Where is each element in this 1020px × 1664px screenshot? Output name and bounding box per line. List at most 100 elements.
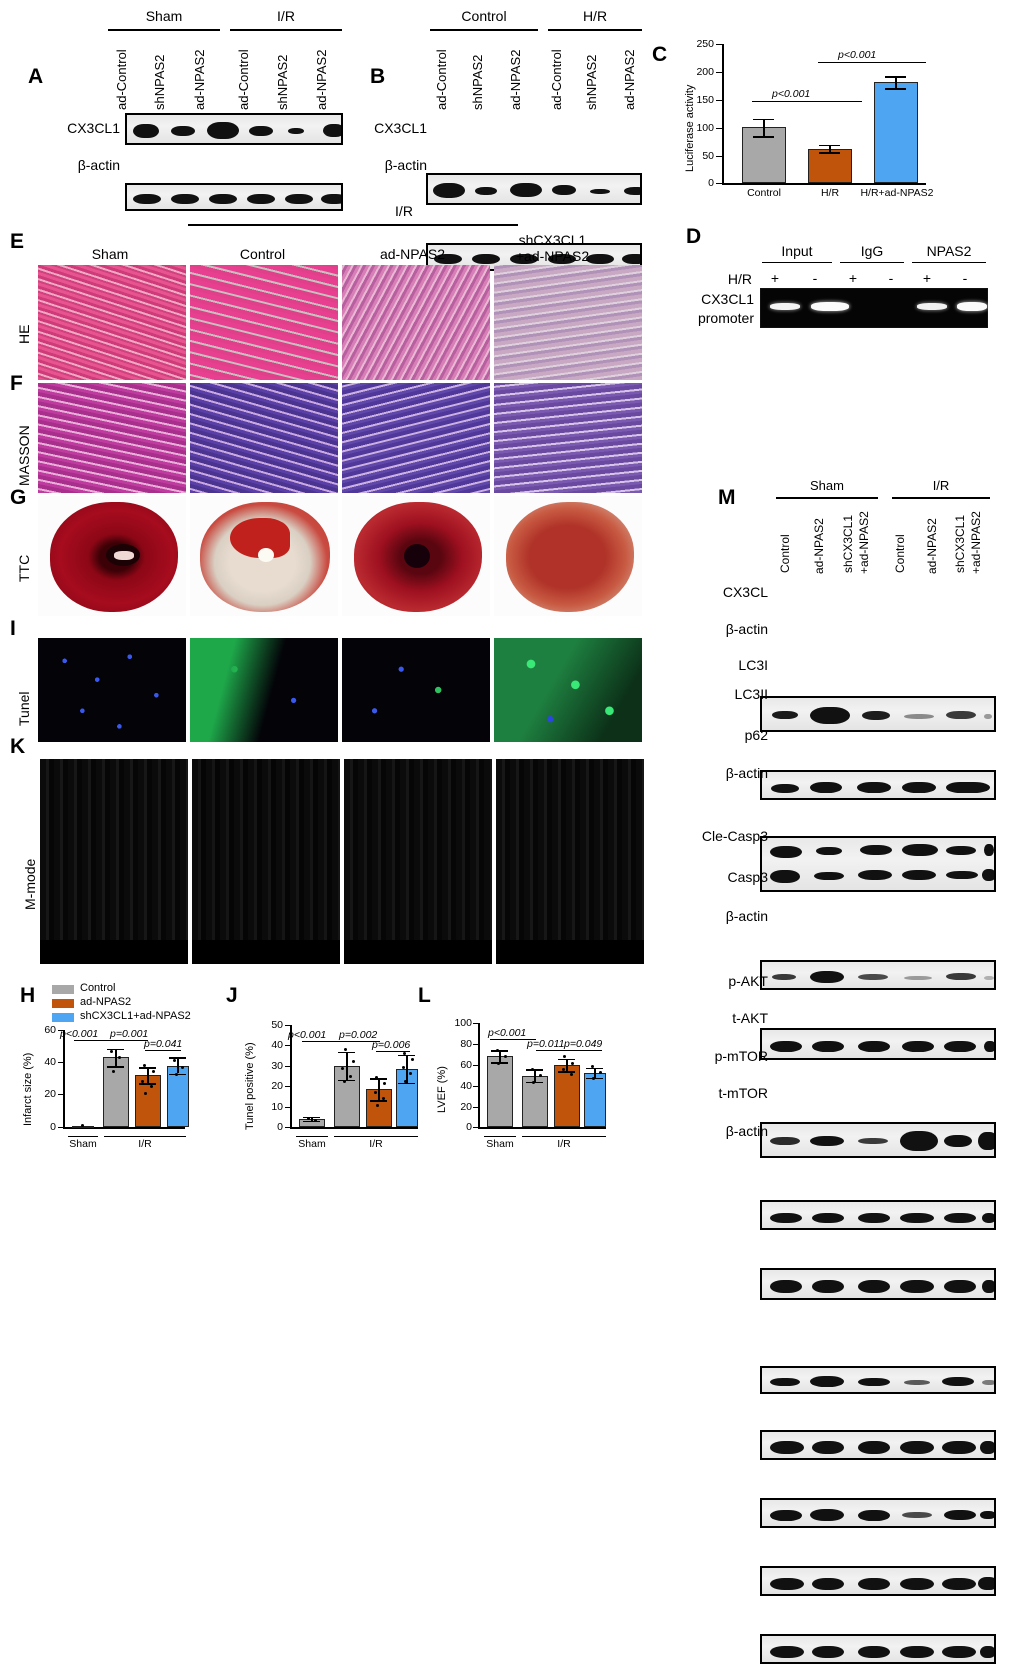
panel-i-image-sham	[38, 638, 186, 742]
panel-h-ylabel: Infarct size (%)	[22, 1052, 34, 1126]
panel-m-lane-6b: +ad-NPAS2	[969, 511, 983, 574]
panel-h-legend-label-shcx3cl1: shCX3CL1+ad-NPAS2	[80, 1010, 191, 1022]
panel-g-image-adnpas2	[342, 496, 490, 616]
panel-d-line-igg	[840, 262, 904, 263]
panel-i-image-shcx3cl1	[494, 638, 642, 742]
panel-b-lane-6: ad-NPAS2	[622, 49, 637, 110]
panel-j-sig-line-3	[376, 1051, 410, 1052]
panel-m-lane-5: ad-NPAS2	[925, 518, 939, 574]
panel-j-x-axis	[290, 1127, 418, 1129]
panel-j-ytick-40: 40	[271, 1039, 283, 1051]
panel-h-sig-line-3	[145, 1050, 181, 1051]
panel-f-image-sham	[38, 383, 186, 493]
panel-a-lane-3: ad-NPAS2	[192, 49, 207, 110]
panel-h-legend-swatch-shcx3cl1	[52, 1013, 74, 1022]
panel-l-ytick-20: 20	[460, 1101, 472, 1113]
panel-d-row-label-hr: H/R	[727, 271, 752, 287]
panel-b-group-label-hr: H/R	[582, 8, 608, 24]
panel-m-row-label-takt: t-AKT	[732, 1010, 768, 1026]
panel-m-row-label-cle-casp3: Cle-Casp3	[701, 828, 768, 844]
panel-letter-g: G	[10, 486, 27, 509]
panel-l-xgroup-ir: I/R	[557, 1138, 571, 1150]
panel-k-image-sham	[40, 759, 188, 964]
panel-l-sig-line-2	[536, 1050, 568, 1051]
panel-h-ytick-0: 0	[50, 1121, 56, 1133]
panel-h-pvalue-3: p=0.041	[144, 1038, 183, 1050]
panel-letter-i: I	[10, 617, 16, 640]
panel-letter-a: A	[28, 65, 44, 88]
panel-g-image-shcx3cl1	[494, 496, 642, 616]
panel-d-group-input: Input	[781, 243, 813, 259]
panel-a-row-label-bactin: β-actin	[77, 157, 120, 173]
panel-letter-b: B	[370, 65, 386, 88]
panel-h-ytick-60: 60	[44, 1024, 56, 1036]
panel-i-image-control	[190, 638, 338, 742]
panel-b-group-line-hr	[548, 29, 642, 31]
panel-b-lane-2: shNPAS2	[470, 54, 485, 110]
panel-d-probe-line2: promoter	[697, 310, 754, 326]
panel-letter-d: D	[686, 225, 702, 248]
panel-g-row-label-ttc: TTC	[16, 554, 32, 582]
panel-h-pvalue-2: p=0.001	[110, 1028, 149, 1040]
panel-m-blot-bactin-1	[760, 770, 996, 800]
panel-d-sign-6: -	[962, 270, 968, 286]
panel-c-ytick-250: 250	[696, 38, 714, 50]
panel-letter-h: H	[20, 984, 36, 1007]
panel-l-pvalue-3: p=0.049	[564, 1038, 603, 1050]
panel-e-row-label-he: HE	[16, 324, 32, 344]
panel-l-ytick-60: 60	[460, 1059, 472, 1071]
panel-m-row-label-lc3ii: LC3II	[734, 686, 768, 702]
panel-l-bar-adnpas2	[554, 1065, 580, 1127]
panel-m-lane-2: ad-NPAS2	[812, 518, 826, 574]
panel-a-row-label-cx3cl1: CX3CL1	[67, 120, 120, 136]
panel-h-x-axis	[63, 1127, 185, 1129]
panel-b-group-label-control: Control	[461, 8, 507, 24]
panel-c-xtick-hr: H/R	[820, 187, 840, 199]
panel-h-ytick-20: 20	[44, 1088, 56, 1100]
panel-l-bar-sham	[487, 1056, 513, 1127]
panel-h-xgroup-ir: I/R	[138, 1138, 152, 1150]
panel-d-gel	[760, 288, 988, 328]
panel-k-row-label-mmode: M-mode	[22, 858, 38, 910]
panel-c-ytick-0: 0	[708, 177, 714, 189]
panel-i-row-label-tunel: Tunel	[16, 691, 32, 726]
panel-letter-k: K	[10, 735, 26, 758]
panel-m-blot-bactin-2	[760, 1028, 996, 1060]
panel-m-blot-bactin-3	[760, 1268, 996, 1300]
panel-b-group-line-control	[430, 29, 538, 31]
panel-l-bar-control	[522, 1075, 548, 1127]
panel-f-image-adnpas2	[342, 383, 490, 493]
panel-k-image-control	[192, 759, 340, 964]
panel-a-group-label-ir: I/R	[277, 8, 295, 24]
panel-m-blot-cx3cl	[760, 696, 996, 732]
panel-d-group-npas2: NPAS2	[926, 243, 972, 259]
panel-d-probe-line1: CX3CL1	[701, 291, 754, 307]
panel-l-pvalue-2: p=0.011	[527, 1038, 565, 1050]
panel-m-blot-p62	[760, 960, 996, 990]
panel-l-grpline-ir	[522, 1136, 606, 1137]
panel-b-lane-1: ad-Control	[434, 49, 449, 110]
panel-b-lane-3: ad-NPAS2	[508, 49, 523, 110]
panel-e-col-label-shcx3cl1-line2: +ad-NPAS2	[515, 248, 590, 264]
panel-a-blot-cx3cl1	[125, 113, 343, 145]
panel-e-image-sham	[38, 265, 186, 380]
panel-j-ytick-20: 20	[271, 1080, 283, 1092]
panel-b-lane-4: ad-Control	[549, 49, 564, 110]
panel-a-lane-1: ad-Control	[114, 49, 129, 110]
panel-m-row-label-casp3: Casp3	[727, 869, 768, 885]
panel-m-blot-pakt	[760, 1366, 996, 1394]
panel-h-pvalue-1: p<0.001	[60, 1028, 99, 1040]
panel-d-sign-4: -	[888, 270, 894, 286]
panel-j-ytick-10: 10	[271, 1101, 283, 1113]
panel-m-blot-bactin-4	[760, 1634, 996, 1664]
panel-m-blot-casp3	[760, 1200, 996, 1230]
panel-h-legend-label-control: Control	[80, 982, 116, 994]
panel-c-ytick-150: 150	[696, 94, 714, 106]
panel-d-line-input	[762, 262, 832, 263]
panel-m-row-label-bactin-2: β-actin	[725, 765, 768, 781]
panel-e-col-label-control: Control	[239, 246, 286, 262]
panel-c-ytick-50: 50	[702, 150, 714, 162]
panel-m-row-label-bactin-3: β-actin	[725, 908, 768, 924]
panel-j-xgroup-sham: Sham	[298, 1138, 326, 1150]
panel-m-row-label-lc3i: LC3I	[738, 657, 768, 673]
